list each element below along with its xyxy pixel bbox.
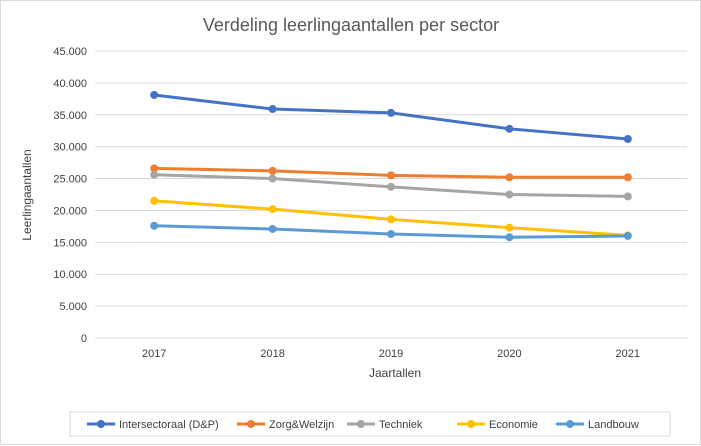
- x-axis-label: Jaartallen: [369, 366, 421, 380]
- y-tick-label: 35.000: [53, 110, 87, 122]
- data-point: [268, 205, 277, 214]
- legend-label: Economie: [489, 419, 538, 431]
- data-point: [623, 192, 632, 201]
- legend-marker: [357, 420, 365, 428]
- y-tick-label: 30.000: [53, 142, 87, 154]
- legend-label: Intersectoraal (D&P): [119, 419, 219, 431]
- data-point: [268, 105, 277, 114]
- y-tick-label: 45.000: [53, 46, 87, 58]
- data-point: [150, 196, 159, 205]
- y-tick-label: 10.000: [53, 269, 87, 281]
- y-tick-label: 15.000: [53, 237, 87, 249]
- chart-title: Verdeling leerlingaantallen per sector: [203, 15, 499, 35]
- y-axis-label: Leerlingaantallen: [20, 149, 34, 240]
- data-point: [623, 135, 632, 144]
- x-axis-ticks: 2017 2018 2019 2020 2021: [142, 348, 640, 360]
- y-tick-label: 20.000: [53, 205, 87, 217]
- data-point: [623, 231, 632, 240]
- data-point: [505, 124, 514, 133]
- data-point: [150, 91, 159, 100]
- x-tick-label: 2018: [260, 348, 284, 360]
- data-point: [505, 190, 514, 199]
- legend-marker: [566, 420, 574, 428]
- legend-label: Techniek: [379, 419, 423, 431]
- legend-label: Landbouw: [588, 419, 639, 431]
- data-point: [505, 223, 514, 232]
- y-tick-label: 0: [81, 333, 87, 345]
- data-point: [387, 182, 395, 191]
- data-point: [150, 170, 159, 179]
- data-point: [387, 215, 395, 224]
- data-point: [268, 224, 277, 233]
- y-tick-label: 40.000: [53, 78, 87, 90]
- data-point: [505, 173, 514, 182]
- y-axis-ticks: 0 5.000 10.000 15.000 20.000 25.000 30.000 35.0…: [53, 46, 87, 345]
- series-group: [150, 91, 632, 242]
- series-line: [152, 93, 630, 141]
- data-point: [150, 221, 159, 230]
- data-point: [623, 173, 632, 182]
- legend: Intersectoraal (D&P) Zorg&Welzijn Techniek…: [87, 419, 639, 431]
- legend-label: Zorg&Welzijn: [269, 419, 334, 431]
- x-tick-label: 2020: [497, 348, 521, 360]
- x-tick-label: 2017: [142, 348, 166, 360]
- x-tick-label: 2021: [616, 348, 640, 360]
- data-point: [150, 164, 159, 173]
- data-point: [268, 174, 277, 183]
- data-point: [505, 233, 514, 242]
- y-tick-label: 5.000: [59, 301, 87, 313]
- y-tick-label: 25.000: [53, 174, 87, 186]
- data-point: [387, 171, 395, 180]
- data-point: [268, 166, 277, 175]
- legend-marker: [467, 420, 475, 428]
- legend-marker: [97, 420, 105, 428]
- x-tick-label: 2019: [379, 348, 403, 360]
- legend-marker: [247, 420, 255, 428]
- data-point: [387, 230, 395, 239]
- data-point: [387, 108, 395, 117]
